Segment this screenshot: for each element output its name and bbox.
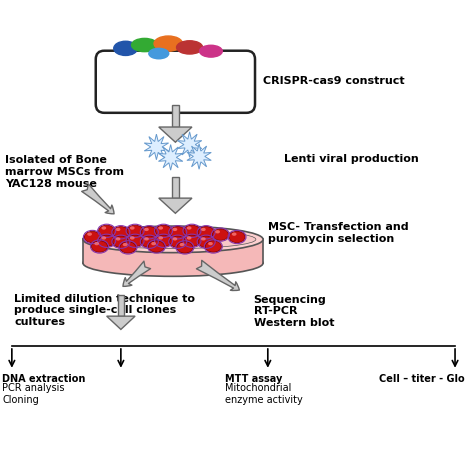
Ellipse shape: [84, 231, 100, 243]
Bar: [172, 105, 179, 127]
Bar: [172, 177, 179, 198]
Ellipse shape: [99, 235, 115, 246]
Ellipse shape: [101, 237, 106, 240]
Bar: [118, 295, 124, 316]
Ellipse shape: [208, 242, 213, 246]
Ellipse shape: [200, 46, 222, 57]
Ellipse shape: [198, 236, 214, 247]
Ellipse shape: [90, 230, 256, 249]
Text: MTT assay: MTT assay: [225, 374, 283, 383]
Ellipse shape: [212, 229, 228, 240]
Text: Sequencing
RT-PCR
Western blot: Sequencing RT-PCR Western blot: [254, 295, 334, 328]
Polygon shape: [144, 134, 169, 160]
Ellipse shape: [180, 243, 184, 246]
Polygon shape: [158, 145, 183, 170]
Ellipse shape: [170, 227, 186, 238]
Ellipse shape: [94, 242, 99, 246]
Ellipse shape: [215, 230, 220, 234]
Ellipse shape: [113, 227, 129, 238]
Ellipse shape: [187, 237, 191, 240]
Ellipse shape: [148, 241, 164, 252]
Ellipse shape: [141, 236, 157, 247]
Ellipse shape: [155, 235, 172, 246]
Text: Cell – titer - Glo: Cell – titer - Glo: [379, 374, 465, 383]
Ellipse shape: [130, 237, 135, 240]
Ellipse shape: [201, 228, 206, 231]
Ellipse shape: [229, 231, 245, 243]
FancyBboxPatch shape: [96, 51, 255, 113]
Ellipse shape: [116, 237, 120, 241]
Ellipse shape: [158, 237, 163, 240]
Ellipse shape: [173, 228, 177, 231]
Ellipse shape: [232, 233, 237, 236]
Ellipse shape: [154, 36, 182, 51]
Polygon shape: [177, 132, 202, 157]
Text: Lenti viral production: Lenti viral production: [284, 154, 419, 164]
Polygon shape: [107, 316, 135, 329]
Ellipse shape: [187, 227, 191, 230]
Ellipse shape: [127, 225, 143, 237]
Polygon shape: [159, 127, 192, 142]
Text: MSC- Transfection and
puromycin selection: MSC- Transfection and puromycin selectio…: [268, 222, 409, 244]
Ellipse shape: [83, 250, 263, 276]
Ellipse shape: [158, 227, 163, 230]
Text: Limited dilution technique to
produce single-cell clones
cultures: Limited dilution technique to produce si…: [14, 294, 195, 327]
Ellipse shape: [87, 233, 92, 236]
Ellipse shape: [101, 227, 106, 230]
Ellipse shape: [99, 225, 115, 237]
Ellipse shape: [173, 237, 177, 241]
Ellipse shape: [131, 38, 157, 52]
Ellipse shape: [149, 48, 169, 59]
Bar: [83, 239, 263, 263]
Ellipse shape: [184, 225, 200, 237]
Ellipse shape: [123, 243, 128, 246]
Text: Isolated of Bone
marrow MSCs from
YAC128 mouse: Isolated of Bone marrow MSCs from YAC128…: [5, 155, 124, 189]
Ellipse shape: [155, 225, 172, 237]
Text: Mitochondrial
enzyme activity: Mitochondrial enzyme activity: [225, 383, 303, 405]
Ellipse shape: [116, 228, 120, 231]
Ellipse shape: [120, 242, 136, 253]
Ellipse shape: [151, 242, 156, 246]
Ellipse shape: [91, 241, 108, 252]
Ellipse shape: [141, 227, 157, 238]
Text: DNA extraction: DNA extraction: [2, 374, 86, 383]
Ellipse shape: [130, 227, 135, 230]
Ellipse shape: [83, 226, 263, 253]
Ellipse shape: [198, 227, 214, 238]
Ellipse shape: [170, 236, 186, 247]
Text: PCR analysis
Cloning: PCR analysis Cloning: [2, 383, 65, 405]
Ellipse shape: [184, 235, 200, 246]
Polygon shape: [187, 144, 211, 169]
Ellipse shape: [144, 237, 149, 241]
Ellipse shape: [114, 41, 137, 55]
Text: CRISPR-cas9 construct: CRISPR-cas9 construct: [263, 75, 405, 86]
Ellipse shape: [144, 228, 149, 231]
Polygon shape: [159, 198, 192, 213]
Ellipse shape: [127, 235, 143, 246]
Ellipse shape: [177, 242, 193, 253]
Ellipse shape: [113, 236, 129, 247]
Ellipse shape: [201, 237, 206, 241]
Ellipse shape: [176, 41, 203, 54]
Ellipse shape: [205, 241, 221, 252]
